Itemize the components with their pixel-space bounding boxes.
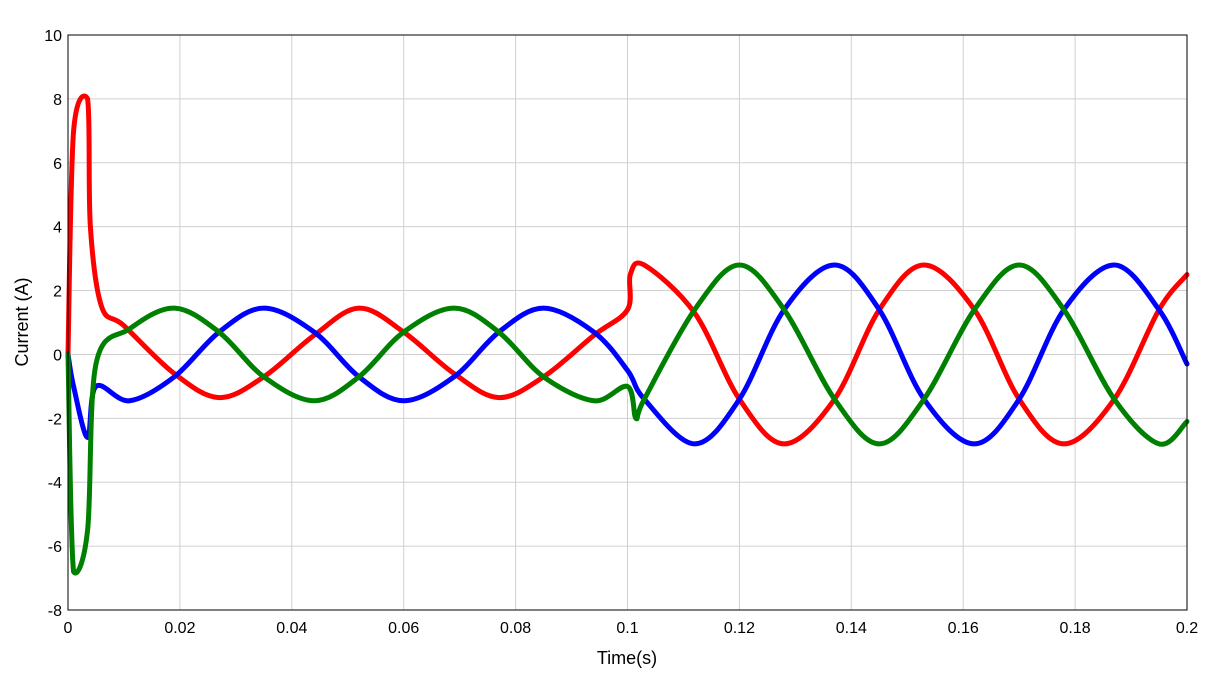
x-tick-label: 0.16: [948, 620, 979, 637]
x-tick-label: 0.1: [616, 620, 638, 637]
series-line-2: [65, 262, 1190, 447]
x-tick-label: 0.18: [1060, 620, 1091, 637]
y-tick-label: -2: [48, 411, 62, 428]
y-tick-label: -4: [48, 475, 62, 492]
x-tick-label: 0.14: [836, 620, 867, 637]
y-axis-label: Current (A): [12, 277, 32, 366]
x-tick-label: 0.06: [388, 620, 419, 637]
series-line-1: [65, 93, 1190, 447]
y-tick-label: -8: [48, 603, 62, 620]
x-tick-label: 0.12: [724, 620, 755, 637]
y-tick-label: 0: [53, 347, 62, 364]
x-tick-label: 0.2: [1176, 620, 1198, 637]
plot-frame: [67, 34, 1188, 611]
x-tick-label: 0.02: [164, 620, 195, 637]
tick-labels: 0 0.02 0.04 0.06 0.08 0.1 0.12 0.14 0.16 0.18 0.2 -…: [44, 28, 1198, 637]
y-tick-label: -6: [48, 539, 62, 556]
y-tick-label: 10: [44, 28, 62, 45]
x-tick-label: 0.04: [276, 620, 307, 637]
y-tick-label: 4: [53, 220, 62, 237]
grid-lines: [68, 35, 1187, 610]
y-tick-label: 8: [53, 92, 62, 109]
x-axis-label: Time(s): [597, 648, 657, 668]
data-series: [65, 93, 1190, 576]
x-tick-label: 0.08: [500, 620, 531, 637]
x-tick-label: 0: [64, 620, 73, 637]
y-tick-label: 6: [53, 156, 62, 173]
y-tick-label: 2: [53, 284, 62, 301]
series-line-3: [65, 262, 1190, 576]
